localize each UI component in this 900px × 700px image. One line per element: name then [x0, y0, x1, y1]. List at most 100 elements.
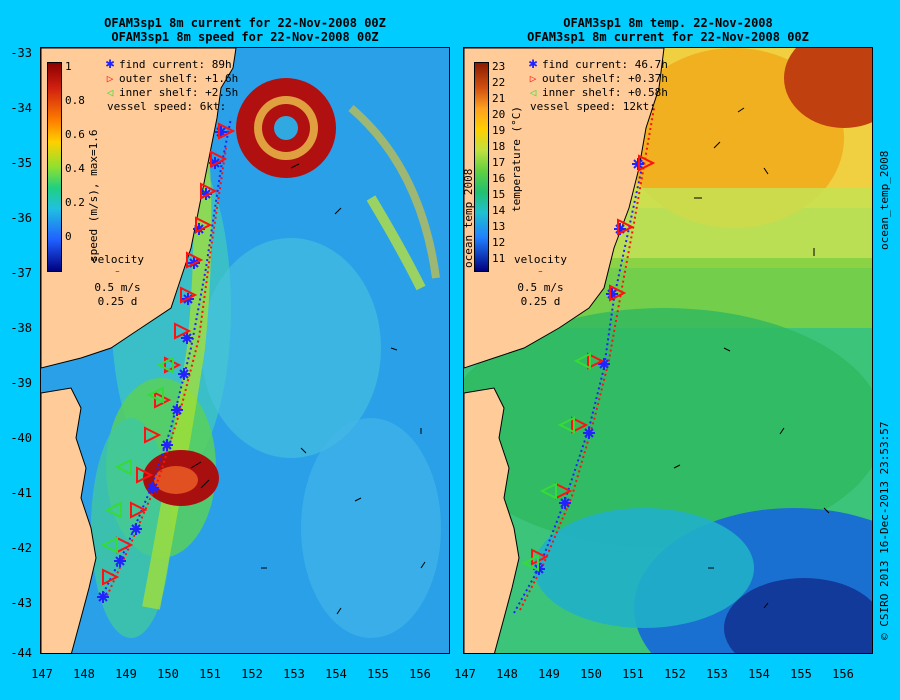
cbar-tick: 0 [65, 230, 72, 243]
outer-shelf-markers [531, 154, 656, 566]
y-tick: -40 [10, 431, 32, 445]
cbar-tick: 20 [492, 108, 506, 121]
right-title-line1: OFAM3sp1 8m temp. 22-Nov-2008 [563, 16, 773, 30]
right-colorbar-gradient [474, 62, 489, 272]
triangle-left-icon: ◁ [529, 86, 537, 99]
y-tick: -39 [10, 376, 32, 390]
right-map-panel: ✱ find current: 46.7h ▷ outer shelf: +0.37… [463, 47, 873, 654]
x-tick: 150 [580, 667, 602, 681]
cbar-tick: 21 [492, 92, 506, 105]
cbar-tick: 1 [65, 60, 72, 73]
x-tick: 156 [832, 667, 854, 681]
legend-find-row: ✱ find current: 46.7h [524, 54, 668, 72]
x-tick: 154 [748, 667, 770, 681]
left-colorbar-label: speed (m/s), max=1.6 [87, 129, 100, 262]
legend-vessel-row: vessel speed: 12kt: [524, 100, 668, 114]
asterisk-icon: ✱ [105, 54, 115, 72]
right-colorbar-label: temperature (°C) [510, 106, 523, 212]
left-title-line1: OFAM3sp1 8m current for 22-Nov-2008 00Z [104, 16, 386, 30]
inner-shelf-markers [521, 352, 591, 572]
legend-vessel-label: vessel speed: 12kt: [530, 100, 656, 113]
y-tick: -34 [10, 101, 32, 115]
y-tick: -38 [10, 321, 32, 335]
left-title: OFAM3sp1 8m current for 22-Nov-2008 00Z … [40, 16, 450, 44]
velocity-time: 0.25 d [97, 295, 138, 308]
velocity-time: 0.25 d [520, 295, 561, 308]
legend-inner-row: ◁ inner shelf: +0.58h [524, 86, 668, 100]
outer-shelf-markers [102, 122, 236, 586]
x-tick: 149 [538, 667, 560, 681]
cbar-tick: 0.4 [65, 162, 85, 175]
legend-find-label: find current: 89h [119, 58, 232, 71]
left-legend: ✱ find current: 89h ▷ outer shelf: +1.6h ◁… [101, 56, 238, 114]
left-title-line2: OFAM3sp1 8m speed for 22-Nov-2008 00Z [111, 30, 379, 44]
asterisk-icon: ✱ [528, 54, 538, 72]
x-tick: 155 [367, 667, 389, 681]
triangle-left-icon: ◁ [106, 86, 114, 99]
cbar-tick: 0.2 [65, 196, 85, 209]
velocity-title: velocity [91, 253, 144, 266]
cbar-tick: 18 [492, 140, 506, 153]
velocity-scale: 0.5 m/s [94, 281, 141, 294]
legend-vessel-label: vessel speed: 6kt: [107, 100, 227, 113]
inner-shelf-markers [100, 356, 174, 554]
x-tick: 148 [496, 667, 518, 681]
right-velocity-key: velocity ⁻ 0.5 m/s 0.25 d [514, 253, 567, 309]
x-tick: 152 [241, 667, 263, 681]
velocity-arrow-icon: ⁻ [114, 267, 121, 280]
left-colorbar-gradient [47, 62, 62, 272]
right-title-line2: OFAM3sp1 8m current for 22-Nov-2008 00Z [527, 30, 809, 44]
x-tick: 151 [622, 667, 644, 681]
cbar-tick: 11 [492, 252, 506, 265]
footer-copyright: © CSIRO 2013 16-Dec-2013 23:53:57 [878, 421, 891, 640]
left-colorbar: 1 0.8 0.6 0.4 0.2 0 speed (m/s), max=1.6 [47, 60, 100, 282]
velocity-arrows [190, 163, 426, 615]
x-tick: 154 [325, 667, 347, 681]
cbar-tick: 23 [492, 60, 506, 73]
y-tick: -42 [10, 541, 32, 555]
cbar-tick: 0.8 [65, 94, 85, 107]
x-tick: 152 [664, 667, 686, 681]
x-tick: 147 [31, 667, 53, 681]
y-tick: -41 [10, 486, 32, 500]
cbar-tick: 15 [492, 188, 506, 201]
right-colorbar-side-label: ocean_temp_2008 [463, 168, 475, 268]
velocity-title: velocity [514, 253, 567, 266]
legend-inner-label: inner shelf: +0.58h [542, 86, 668, 99]
velocity-arrows [673, 107, 830, 609]
cbar-tick: 12 [492, 236, 506, 249]
y-tick: -35 [10, 156, 32, 170]
velocity-arrow-icon: ⁻ [537, 267, 544, 280]
x-tick: 153 [706, 667, 728, 681]
cbar-tick: 22 [492, 76, 506, 89]
legend-outer-label: outer shelf: +1.6h [119, 72, 239, 85]
y-tick: -44 [10, 646, 32, 660]
legend-find-label: find current: 46.7h [542, 58, 668, 71]
legend-vessel-row: vessel speed: 6kt: [101, 100, 238, 114]
x-tick: 148 [73, 667, 95, 681]
legend-outer-label: outer shelf: +0.37h [542, 72, 668, 85]
legend-inner-label: inner shelf: +2.5h [119, 86, 239, 99]
right-map-graphic [464, 48, 872, 653]
x-tick: 150 [157, 667, 179, 681]
cbar-tick: 17 [492, 156, 506, 169]
x-tick: 153 [283, 667, 305, 681]
legend-find-row: ✱ find current: 89h [101, 56, 238, 72]
right-colorbar: 23 22 21 20 19 18 17 16 15 14 13 12 11 t… [474, 60, 524, 282]
right-legend: ✱ find current: 46.7h ▷ outer shelf: +0.37… [524, 54, 668, 114]
y-tick: -43 [10, 596, 32, 610]
left-map-graphic [41, 48, 449, 653]
triangle-right-icon: ▷ [529, 72, 537, 85]
cbar-tick: 19 [492, 124, 506, 137]
x-tick: 149 [115, 667, 137, 681]
legend-inner-row: ◁ inner shelf: +2.5h [101, 86, 239, 100]
x-tick: 147 [454, 667, 476, 681]
triangle-right-icon: ▷ [106, 72, 114, 85]
y-tick: -36 [10, 211, 32, 225]
cbar-tick: 13 [492, 220, 506, 233]
y-tick: -33 [10, 46, 32, 60]
left-map-panel: ✱ find current: 89h ▷ outer shelf: +1.6h ◁… [40, 47, 450, 654]
cbar-tick: 14 [492, 204, 506, 217]
cbar-tick: 0.6 [65, 128, 85, 141]
legend-outer-row: ▷ outer shelf: +0.37h [524, 72, 668, 86]
